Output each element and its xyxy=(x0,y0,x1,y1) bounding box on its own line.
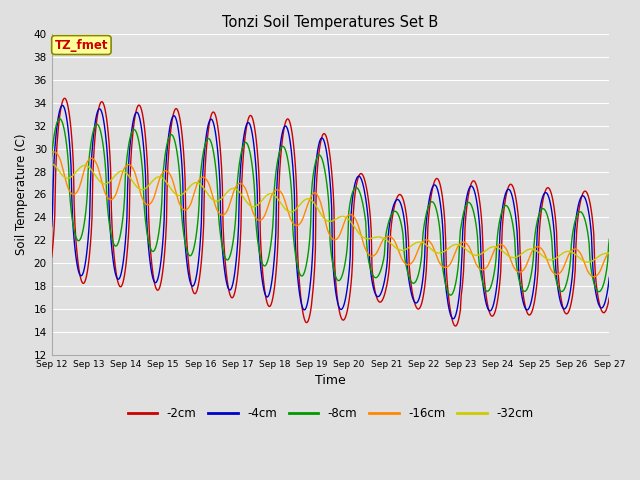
Legend: -2cm, -4cm, -8cm, -16cm, -32cm: -2cm, -4cm, -8cm, -16cm, -32cm xyxy=(123,403,538,425)
Title: Tonzi Soil Temperatures Set B: Tonzi Soil Temperatures Set B xyxy=(222,15,438,30)
Y-axis label: Soil Temperature (C): Soil Temperature (C) xyxy=(15,134,28,255)
Text: TZ_fmet: TZ_fmet xyxy=(54,38,108,51)
X-axis label: Time: Time xyxy=(315,374,346,387)
